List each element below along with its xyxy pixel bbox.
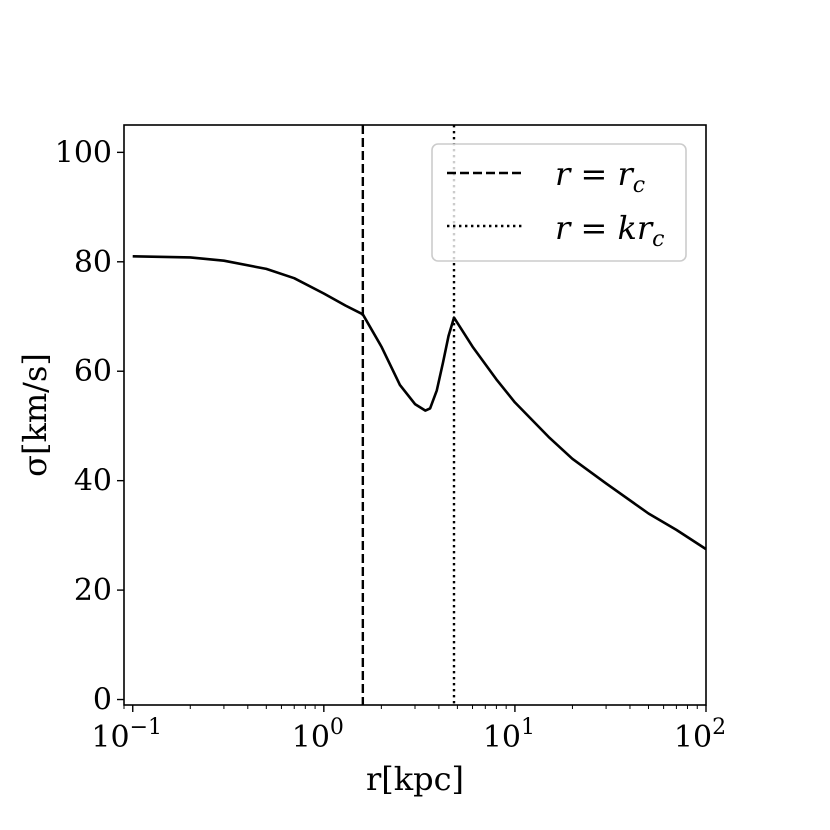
x-tick-label: 10−1 bbox=[91, 715, 162, 755]
plot-frame bbox=[123, 124, 707, 706]
legend-label-krc-sub: c bbox=[652, 227, 664, 252]
x-tick-label-base: 10 bbox=[91, 720, 129, 755]
y-tick-label: 80 bbox=[74, 245, 112, 280]
x-axis-label: r[kpc] bbox=[366, 760, 464, 798]
legend-label-rc-main: r = r bbox=[555, 155, 634, 193]
y-tick-label: 0 bbox=[93, 683, 112, 718]
legend-label-krc: r = krc bbox=[555, 209, 664, 252]
x-tick-label-base: 10 bbox=[292, 720, 330, 755]
x-tick-label-exp: −1 bbox=[130, 715, 162, 740]
x-tick-label: 100 bbox=[292, 715, 344, 755]
x-tick-label-exp: 0 bbox=[330, 715, 344, 740]
y-tick-label: 20 bbox=[74, 573, 112, 608]
x-tick-label-exp: 2 bbox=[712, 715, 726, 740]
legend-label-rc-sub: c bbox=[633, 173, 645, 198]
x-tick-label-base: 10 bbox=[483, 720, 521, 755]
x-tick-label-base: 10 bbox=[674, 720, 712, 755]
legend-label-krc-main: r = kr bbox=[555, 209, 654, 247]
legend-box bbox=[431, 143, 687, 262]
y-tick-label: 60 bbox=[74, 354, 112, 389]
series-line-0 bbox=[132, 255, 707, 551]
x-tick-label: 101 bbox=[483, 715, 535, 755]
y-tick-label: 100 bbox=[55, 135, 112, 170]
x-tick-label: 102 bbox=[674, 715, 726, 755]
y-axis-label: σ[km/s] bbox=[16, 353, 54, 477]
legend: r = rc r = krc bbox=[431, 143, 687, 262]
x-tick-label-exp: 1 bbox=[521, 715, 535, 740]
legend-label-rc: r = rc bbox=[555, 155, 645, 198]
y-tick-label: 40 bbox=[74, 464, 112, 499]
